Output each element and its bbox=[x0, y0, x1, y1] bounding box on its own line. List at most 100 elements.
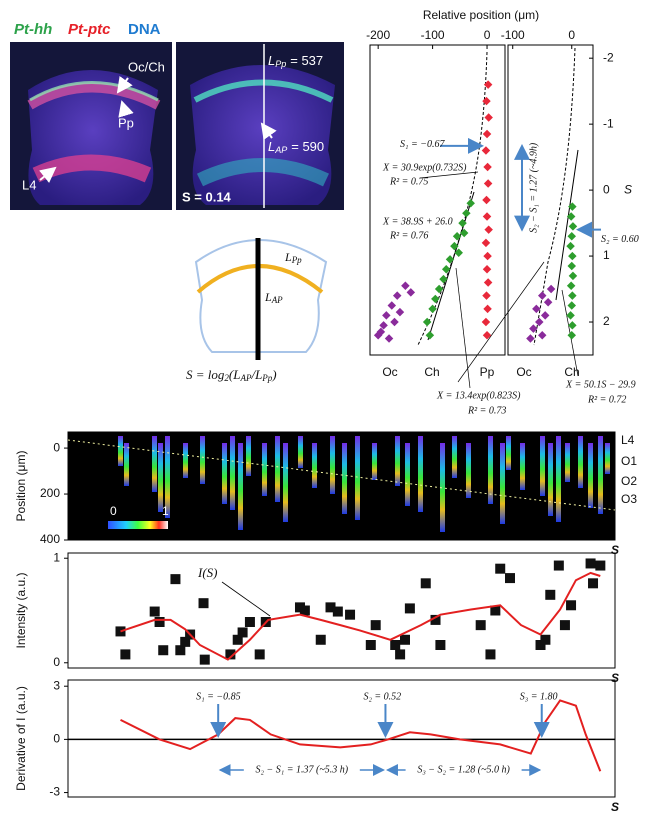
point bbox=[404, 603, 415, 614]
point bbox=[422, 317, 432, 327]
marker-label: S₃ = 1.80 bbox=[520, 691, 558, 702]
plot-frame bbox=[67, 679, 616, 798]
y-tick-label: 0 bbox=[53, 655, 60, 669]
kymograph-stripe bbox=[222, 443, 227, 504]
point bbox=[484, 225, 493, 234]
x-axis-label: S bbox=[611, 671, 619, 685]
annotation: X = 50.1S − 29.9 bbox=[565, 379, 636, 390]
image-label: Pp bbox=[118, 115, 134, 130]
kymograph-stripe bbox=[588, 443, 593, 508]
annotation: R² = 0.75 bbox=[389, 176, 428, 187]
point bbox=[566, 600, 577, 611]
category-label: Oc bbox=[516, 365, 531, 379]
kymograph-stripe bbox=[298, 436, 303, 468]
point bbox=[466, 199, 475, 208]
image-label: Oc/Ch bbox=[128, 59, 165, 74]
y-tick-label: -2 bbox=[603, 50, 614, 64]
y-tick-label: 2 bbox=[603, 314, 610, 328]
point bbox=[384, 334, 394, 343]
x-tick-label: 0 bbox=[568, 28, 575, 42]
point bbox=[483, 304, 492, 314]
point bbox=[454, 248, 463, 258]
point bbox=[315, 634, 326, 645]
point bbox=[462, 208, 471, 218]
point bbox=[420, 578, 431, 589]
marker-label: S₂ = 0.52 bbox=[363, 691, 401, 702]
point bbox=[568, 321, 577, 330]
point bbox=[175, 645, 186, 656]
symbol: L bbox=[268, 139, 275, 154]
legend-label: Pt-hh bbox=[14, 21, 52, 38]
kymograph-stripe bbox=[152, 436, 157, 492]
schematic-label: LPp bbox=[284, 250, 302, 265]
point bbox=[567, 301, 576, 310]
kymograph-stripe bbox=[500, 443, 505, 524]
colorbar-label: 0 bbox=[110, 504, 117, 518]
kymograph-stripe bbox=[275, 436, 280, 502]
category-label: Ch bbox=[424, 365, 439, 379]
subscript: Pp bbox=[275, 59, 286, 69]
subscript: AP bbox=[274, 145, 287, 155]
trend-line bbox=[67, 439, 616, 511]
subscript: 2 bbox=[224, 373, 229, 383]
y-tick-label: 1 bbox=[603, 248, 610, 262]
annotation: R² = 0.73 bbox=[467, 405, 506, 416]
kymograph-stripe bbox=[488, 436, 493, 504]
point bbox=[459, 228, 469, 238]
point bbox=[390, 317, 399, 327]
y-tick-label: -1 bbox=[603, 116, 614, 130]
point bbox=[254, 649, 265, 660]
leader-line bbox=[221, 581, 271, 617]
point bbox=[439, 274, 448, 284]
point bbox=[481, 238, 491, 248]
colorbar bbox=[108, 521, 168, 529]
category-label: Ch bbox=[564, 365, 579, 379]
point bbox=[379, 321, 388, 330]
x-tick-label: -100 bbox=[501, 28, 525, 42]
point bbox=[431, 294, 440, 304]
kymograph-stripe bbox=[312, 443, 317, 488]
category-label: Pp bbox=[480, 365, 495, 379]
value: = 590 bbox=[291, 139, 324, 154]
point bbox=[406, 288, 416, 297]
kymograph-stripe bbox=[158, 443, 163, 512]
curve bbox=[120, 699, 602, 772]
symbol: L bbox=[268, 53, 275, 68]
kymograph-stripe bbox=[342, 443, 347, 514]
y-tick-label: 3 bbox=[53, 678, 60, 692]
point bbox=[483, 251, 492, 261]
point bbox=[595, 560, 606, 571]
point bbox=[481, 146, 491, 155]
formula-part: (L bbox=[229, 367, 241, 382]
fit-lines bbox=[417, 47, 579, 389]
row-label: O1 bbox=[621, 454, 637, 468]
point bbox=[490, 605, 501, 616]
marker-label: S₁ = −0.85 bbox=[196, 691, 240, 702]
point bbox=[568, 222, 578, 231]
point bbox=[332, 606, 343, 617]
y-axis-label: Derivative of I (a.u.) bbox=[14, 686, 28, 791]
kymograph-stripe bbox=[598, 436, 603, 514]
kymograph-stripe bbox=[466, 443, 471, 498]
kymograph-stripe bbox=[452, 436, 457, 478]
annotation: R² = 0.76 bbox=[389, 230, 428, 241]
point bbox=[568, 271, 578, 281]
x-tick-label: 0 bbox=[484, 28, 491, 42]
point bbox=[475, 620, 486, 631]
point bbox=[170, 574, 181, 585]
kymograph-stripe bbox=[605, 443, 610, 474]
x-tick-label: -100 bbox=[421, 28, 445, 42]
point bbox=[482, 212, 492, 221]
point bbox=[395, 307, 405, 317]
point bbox=[482, 96, 491, 106]
kymograph-stripe bbox=[330, 436, 335, 494]
point bbox=[435, 640, 446, 650]
point bbox=[115, 626, 126, 637]
image-label: LAP = 590 bbox=[268, 139, 324, 155]
point bbox=[395, 649, 406, 660]
point bbox=[482, 265, 492, 274]
x-axis-label: Relative position (μm) bbox=[423, 8, 539, 22]
kymograph-stripe bbox=[372, 443, 377, 480]
point bbox=[149, 606, 160, 617]
y-axis-label: Intensity (a.u.) bbox=[14, 572, 28, 648]
